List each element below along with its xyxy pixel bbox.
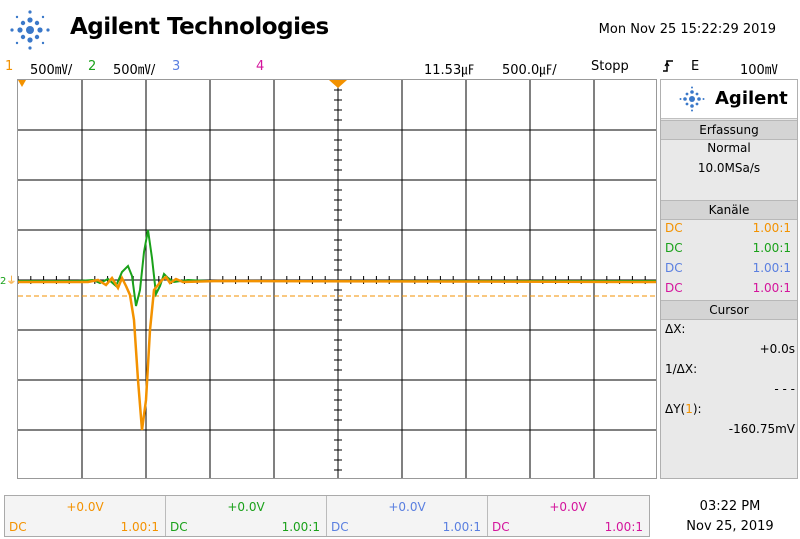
ch2-softkey[interactable]: +0.0V DC 1.00:1 xyxy=(166,496,327,536)
ch1-softkey[interactable]: +0.0V DC 1.00:1 xyxy=(5,496,166,536)
ch1-waveform xyxy=(18,274,657,431)
ch2-coupling: DC xyxy=(665,241,683,255)
ch1-probe: 1.00:1 xyxy=(752,221,791,235)
ch3-bottom-coupling: DC xyxy=(331,520,349,534)
delta-y-label: ΔY(1): xyxy=(665,402,795,416)
acquisition-header[interactable]: Erfassung xyxy=(661,120,797,140)
clock-date: Nov 25, 2019 xyxy=(686,519,774,534)
ch4-probe: 1.00:1 xyxy=(752,281,791,295)
ch3-bottom-probe: 1.00:1 xyxy=(442,520,481,534)
delay-value[interactable]: 11.53㎌ xyxy=(424,63,475,78)
inv-delta-x-label: 1/ΔX: xyxy=(665,362,698,376)
delta-x-label: ΔX: xyxy=(665,322,686,336)
ch3-coupling: DC xyxy=(665,261,683,275)
ch2-number[interactable]: 2 xyxy=(88,59,97,74)
ground-marker-label: 2 xyxy=(0,276,7,287)
delta-y-value: -160.75mV xyxy=(728,422,795,436)
brand-title: Agilent Technologies xyxy=(70,14,329,40)
trigger-position-marker xyxy=(18,80,26,87)
ch2-scale[interactable]: 500㎷/ xyxy=(113,63,156,78)
ch2-probe: 1.00:1 xyxy=(752,241,791,255)
waveform-graticule xyxy=(17,79,657,478)
ch1-number[interactable]: 1 xyxy=(5,59,14,74)
clock-time: 03:22 PM xyxy=(699,499,761,514)
time-reference-marker xyxy=(329,80,347,88)
run-state: Stopp xyxy=(591,59,629,74)
sample-rate: 10.0MSa/s xyxy=(697,161,761,175)
status-bar: 1 500㎷/ 2 500㎷/ 3 4 11.53㎌ 500.0㎌/ Stopp… xyxy=(0,57,800,78)
trigger-edge-icon xyxy=(662,59,674,77)
header-datetime: Mon Nov 25 15:22:29 2019 xyxy=(598,22,776,37)
ch4-bottom-coupling: DC xyxy=(492,520,510,534)
side-logo: Agilent xyxy=(661,80,797,119)
ch2-waveform xyxy=(18,229,656,307)
channel-row-1[interactable]: DC 1.00:1 xyxy=(665,221,795,239)
cursor-header[interactable]: Cursor xyxy=(661,300,797,320)
ch2-offset: +0.0V xyxy=(227,500,265,514)
delta-y-label-suffix: ): xyxy=(692,402,702,416)
waveform-display[interactable]: 2⏚ xyxy=(0,79,657,479)
ch4-bottom-probe: 1.00:1 xyxy=(604,520,643,534)
ch3-offset: +0.0V xyxy=(388,500,426,514)
ch1-offset: +0.0V xyxy=(66,500,104,514)
ch2-bottom-coupling: DC xyxy=(170,520,188,534)
channel-row-4[interactable]: DC 1.00:1 xyxy=(665,281,795,299)
ch1-bottom-coupling: DC xyxy=(9,520,27,534)
trigger-level[interactable]: 100㎷ xyxy=(740,63,778,78)
channel-softkey-bar: +0.0V DC 1.00:1 +0.0V DC 1.00:1 +0.0V DC… xyxy=(4,495,650,537)
ch1-coupling: DC xyxy=(665,221,683,235)
side-logo-text: Agilent xyxy=(715,88,788,109)
ground-marker[interactable]: 2⏚ xyxy=(0,272,18,288)
channel-row-3[interactable]: DC 1.00:1 xyxy=(665,261,795,279)
acquisition-mode: Normal xyxy=(707,141,751,155)
ch3-probe: 1.00:1 xyxy=(752,261,791,275)
ch4-softkey[interactable]: +0.0V DC 1.00:1 xyxy=(488,496,649,536)
trigger-source[interactable]: E xyxy=(691,59,700,74)
clock: 03:22 PM Nov 25, 2019 xyxy=(660,497,800,537)
ch2-bottom-probe: 1.00:1 xyxy=(281,520,320,534)
ch1-scale[interactable]: 500㎷/ xyxy=(30,63,73,78)
ch4-offset: +0.0V xyxy=(549,500,587,514)
delta-y-channel: 1 xyxy=(685,402,693,416)
ch3-number[interactable]: 3 xyxy=(172,59,181,74)
ch1-bottom-probe: 1.00:1 xyxy=(120,520,159,534)
channel-row-2[interactable]: DC 1.00:1 xyxy=(665,241,795,259)
channels-header[interactable]: Kanäle xyxy=(661,200,797,220)
timebase-value[interactable]: 500.0㎌/ xyxy=(502,63,557,78)
delta-x-value: +0.0s xyxy=(759,342,795,356)
agilent-logo-icon xyxy=(8,8,52,52)
agilent-spark-icon xyxy=(679,86,705,116)
ch4-coupling: DC xyxy=(665,281,683,295)
ground-icon: ⏚ xyxy=(6,276,17,287)
ch3-softkey[interactable]: +0.0V DC 1.00:1 xyxy=(327,496,488,536)
side-panel: Agilent Erfassung Normal 10.0MSa/s Kanäl… xyxy=(660,79,798,479)
ch4-number[interactable]: 4 xyxy=(256,59,265,74)
inv-delta-x-value: - - - xyxy=(774,382,795,396)
delta-y-label-prefix: ΔY( xyxy=(665,402,686,416)
